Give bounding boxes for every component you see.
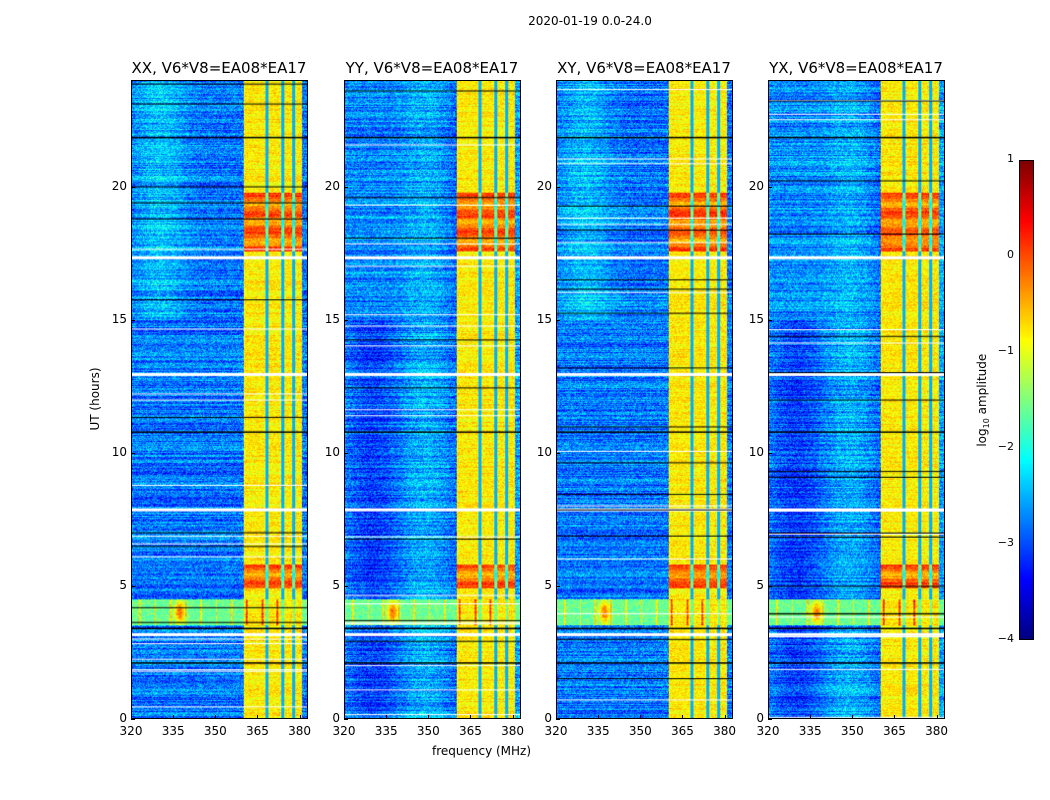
- y-tick-mark: [768, 186, 772, 188]
- spectrogram-panel-yx: [768, 80, 945, 719]
- x-tick-mark: [894, 715, 896, 719]
- y-tick-label: 20: [536, 178, 552, 193]
- y-tick-label: 5: [544, 577, 552, 592]
- x-tick-mark: [470, 715, 472, 719]
- x-tick-label: 380: [288, 724, 312, 738]
- y-tick-label: 5: [119, 577, 127, 592]
- x-tick-mark: [598, 715, 600, 719]
- y-tick-label: 15: [324, 311, 340, 326]
- y-axis-label: UT (hours): [88, 367, 102, 431]
- y-tick-mark: [556, 719, 560, 720]
- y-tick-label: 15: [536, 311, 552, 326]
- y-tick-label: 10: [748, 444, 764, 459]
- panel-title: XY, V6*V8=EA08*EA17: [557, 59, 731, 77]
- y-tick-label: 10: [536, 444, 552, 459]
- colorbar-tick-label: 1: [1007, 152, 1014, 165]
- x-tick-mark: [173, 715, 175, 719]
- spectrogram-panel-yy: [344, 80, 521, 719]
- y-tick-mark: [344, 585, 348, 587]
- colorbar-label: log10 amplitude: [974, 353, 992, 447]
- x-tick-mark: [386, 715, 388, 719]
- y-tick-label: 15: [111, 311, 127, 326]
- x-tick-mark: [556, 715, 557, 719]
- y-tick-mark: [131, 585, 135, 587]
- x-tick-label: 320: [119, 724, 143, 738]
- y-tick-label: 10: [111, 444, 127, 459]
- x-tick-label: 365: [670, 724, 694, 738]
- x-tick-label: 320: [332, 724, 356, 738]
- x-axis-label: frequency (MHz): [432, 744, 532, 758]
- y-tick-mark: [344, 186, 348, 188]
- x-tick-mark: [682, 715, 684, 719]
- x-tick-mark: [936, 715, 938, 719]
- y-tick-mark: [344, 319, 348, 321]
- y-tick-mark: [768, 452, 772, 454]
- x-tick-label: 350: [203, 724, 227, 738]
- x-tick-label: 365: [882, 724, 906, 738]
- y-tick-mark: [768, 319, 772, 321]
- y-tick-label: 0: [756, 711, 764, 725]
- y-tick-label: 5: [332, 577, 340, 592]
- x-tick-label: 335: [161, 724, 185, 738]
- panel-title: YY, V6*V8=EA08*EA17: [345, 59, 519, 77]
- x-tick-mark: [257, 715, 259, 719]
- spectrogram-panel-xx: [131, 80, 308, 719]
- x-tick-label: 380: [925, 724, 949, 738]
- x-tick-label: 380: [713, 724, 737, 738]
- y-tick-label: 15: [748, 311, 764, 326]
- x-tick-mark: [215, 715, 217, 719]
- colorbar-tick-label: −2: [997, 440, 1014, 453]
- x-tick-label: 350: [628, 724, 652, 738]
- panel-title: YX, V6*V8=EA08*EA17: [769, 59, 943, 77]
- y-tick-label: 20: [748, 178, 764, 193]
- x-tick-label: 350: [416, 724, 440, 738]
- x-tick-mark: [640, 715, 642, 719]
- y-tick-mark: [344, 719, 348, 720]
- y-tick-mark: [131, 186, 135, 188]
- x-tick-label: 320: [544, 724, 568, 738]
- colorbar-tick-label: −4: [997, 632, 1014, 645]
- y-tick-mark: [131, 452, 135, 454]
- x-tick-label: 380: [501, 724, 525, 738]
- y-tick-label: 20: [111, 178, 127, 193]
- x-tick-mark: [852, 715, 854, 719]
- x-tick-mark: [724, 715, 726, 719]
- y-tick-mark: [556, 452, 560, 454]
- x-tick-label: 335: [798, 724, 822, 738]
- spectrogram-panel-xy: [556, 80, 733, 719]
- colorbar-tick-label: 0: [1007, 248, 1014, 261]
- figure-title: 2020-01-19 0.0-24.0: [528, 14, 652, 28]
- y-tick-mark: [768, 585, 772, 587]
- x-tick-mark: [512, 715, 514, 719]
- y-tick-mark: [556, 319, 560, 321]
- y-tick-mark: [768, 719, 772, 720]
- x-tick-mark: [299, 715, 301, 719]
- y-tick-label: 0: [119, 711, 127, 725]
- colorbar: [1019, 160, 1034, 640]
- x-tick-label: 365: [245, 724, 269, 738]
- panel-title: XX, V6*V8=EA08*EA17: [131, 59, 307, 77]
- y-tick-mark: [556, 186, 560, 188]
- y-tick-mark: [131, 319, 135, 321]
- x-tick-label: 335: [374, 724, 398, 738]
- x-tick-mark: [131, 715, 132, 719]
- colorbar-tick-label: −1: [997, 344, 1014, 357]
- y-tick-label: 5: [756, 577, 764, 592]
- y-tick-label: 10: [324, 444, 340, 459]
- y-tick-mark: [344, 452, 348, 454]
- y-tick-label: 0: [332, 711, 340, 725]
- x-tick-mark: [810, 715, 812, 719]
- x-tick-label: 320: [756, 724, 780, 738]
- x-tick-label: 365: [458, 724, 482, 738]
- x-tick-mark: [428, 715, 430, 719]
- y-tick-label: 20: [324, 178, 340, 193]
- colorbar-tick-label: −3: [997, 536, 1014, 549]
- x-tick-mark: [344, 715, 345, 719]
- x-tick-label: 350: [840, 724, 864, 738]
- x-tick-label: 335: [586, 724, 610, 738]
- y-tick-mark: [556, 585, 560, 587]
- x-tick-mark: [768, 715, 769, 719]
- y-tick-label: 0: [544, 711, 552, 725]
- y-tick-mark: [131, 719, 135, 720]
